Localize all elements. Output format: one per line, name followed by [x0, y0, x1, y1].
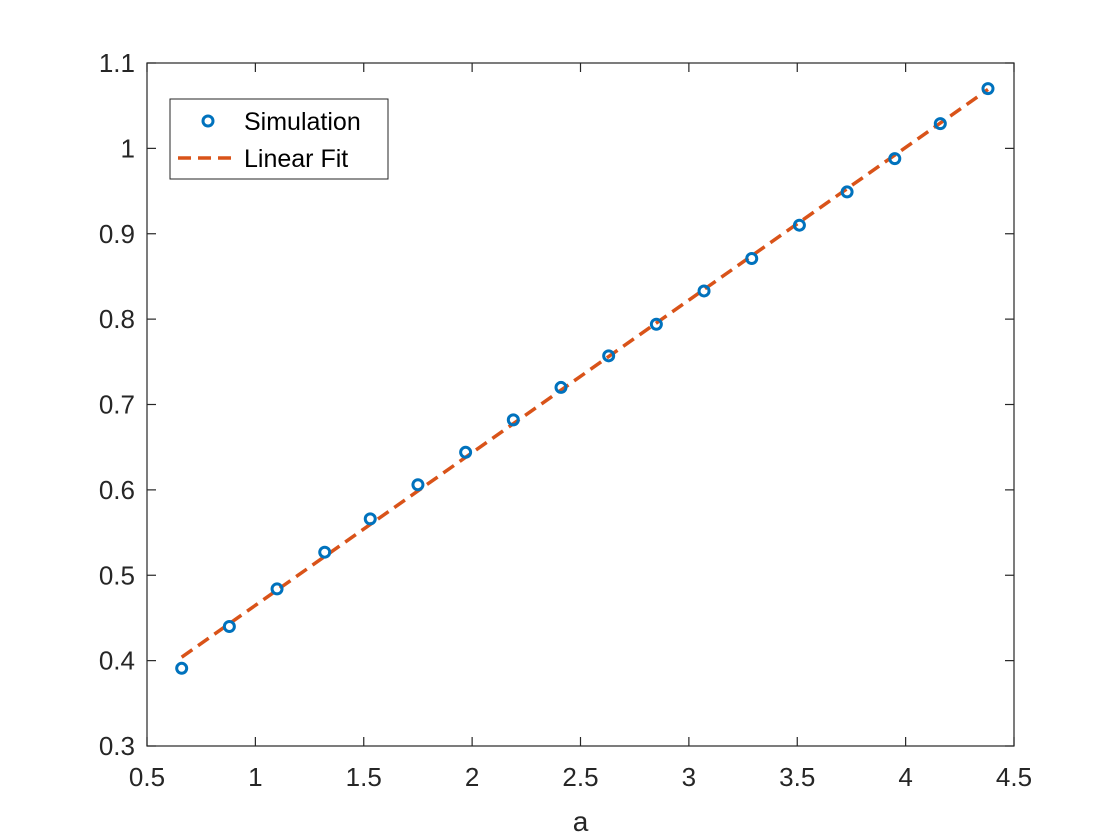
simulation-point	[697, 284, 711, 298]
simulation-point	[981, 82, 995, 96]
x-tick-label: 1	[248, 762, 262, 792]
x-tick-label: 1.5	[346, 762, 382, 792]
simulation-point	[745, 252, 759, 266]
legend: Simulation Linear Fit	[169, 98, 389, 180]
x-axis-ticks: 0.5 1 1.5 2 2.5 3 3.5 4 4.5	[129, 63, 1032, 792]
simulation-markers-layer	[175, 82, 995, 675]
x-tick-label: 4	[898, 762, 912, 792]
linear-fit-line	[180, 88, 989, 659]
x-tick-label: 2	[465, 762, 479, 792]
y-tick-label: 0.6	[99, 475, 135, 505]
x-tick-label: 3	[682, 762, 696, 792]
legend-box	[169, 98, 389, 180]
simulation-point	[840, 185, 854, 199]
legend-simulation-marker	[201, 114, 215, 128]
simulation-point	[222, 619, 236, 633]
x-tick-label: 2.5	[562, 762, 598, 792]
x-tick-label: 4.5	[996, 762, 1032, 792]
x-axis-label: a	[573, 806, 589, 837]
y-tick-label: 0.9	[99, 219, 135, 249]
simulation-point	[175, 661, 189, 675]
legend-simulation-label: Simulation	[244, 108, 361, 136]
simulation-point	[506, 413, 520, 427]
simulation-point	[933, 117, 947, 131]
simulation-point	[363, 512, 377, 526]
y-tick-label: 0.7	[99, 390, 135, 420]
simulation-point	[270, 582, 284, 596]
simulation-point	[649, 317, 663, 331]
y-tick-label: 0.4	[99, 646, 135, 676]
legend-linear-fit-label: Linear Fit	[244, 145, 348, 173]
simulation-point	[792, 218, 806, 232]
y-tick-label: 0.5	[99, 560, 135, 590]
x-tick-label: 0.5	[129, 762, 165, 792]
simulation-point	[318, 545, 332, 559]
simulation-point	[459, 445, 473, 459]
y-tick-label: 1.1	[99, 48, 135, 78]
y-tick-label: 0.3	[99, 731, 135, 761]
simulation-point	[411, 478, 425, 492]
simulation-point	[554, 380, 568, 394]
y-tick-label: 1	[121, 133, 135, 163]
y-tick-label: 0.8	[99, 304, 135, 334]
fit-line-layer	[180, 88, 989, 659]
x-tick-label: 3.5	[779, 762, 815, 792]
simulation-point	[888, 152, 902, 166]
simulation-point	[602, 349, 616, 363]
y-axis-ticks: 0.3 0.4 0.5 0.6 0.7 0.8 0.9 1 1.1	[99, 48, 1014, 761]
